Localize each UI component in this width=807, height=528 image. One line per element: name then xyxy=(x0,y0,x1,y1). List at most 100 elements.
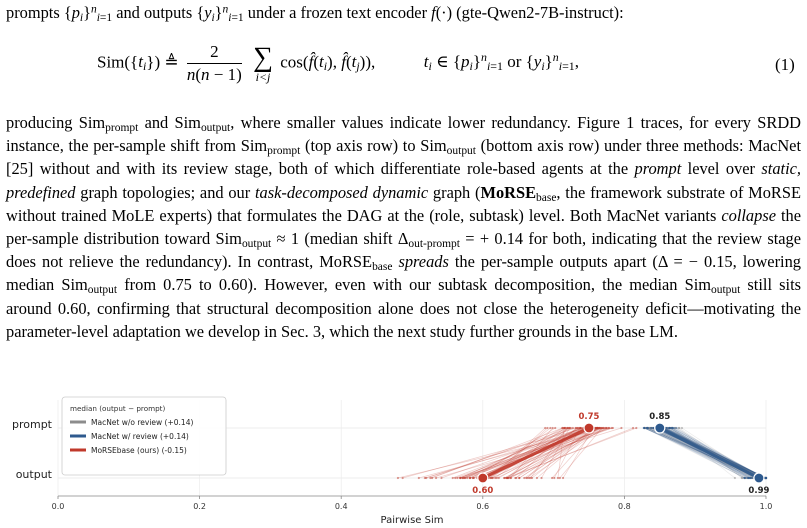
sample-point-output xyxy=(472,476,476,480)
sample-line xyxy=(524,427,600,479)
legend: median (output − prompt) MacNet w/o revi… xyxy=(61,396,227,476)
sample-line xyxy=(518,427,598,479)
equation-fraction: 2 n(n − 1) xyxy=(186,42,242,84)
sample-point-prompt xyxy=(568,426,571,430)
sample-point-output xyxy=(523,476,526,480)
sample-point-output xyxy=(551,476,554,480)
median-marker-prompt xyxy=(654,422,666,434)
sample-point-prompt xyxy=(646,426,649,430)
median-line xyxy=(482,426,590,480)
sample-line xyxy=(645,427,754,479)
median-annotation: 0.85 xyxy=(649,412,670,422)
sample-point-prompt xyxy=(562,426,566,430)
sample-point-prompt xyxy=(680,426,684,430)
x-tick-label: 0.2 xyxy=(193,502,206,511)
sample-line xyxy=(519,427,596,479)
sample-point-output xyxy=(451,476,454,480)
median-annotation: 0.60 xyxy=(472,486,493,496)
sample-line xyxy=(644,427,756,479)
sample-point-output xyxy=(741,476,744,480)
sample-point-prompt xyxy=(549,426,552,430)
sample-point-prompt xyxy=(595,426,599,430)
intro-line: prompts {pi}ni=1 and outputs {yi}ni=1 un… xyxy=(6,3,624,24)
sample-line xyxy=(531,427,597,479)
x-tick-label: 0.8 xyxy=(618,502,631,511)
sample-point-output xyxy=(528,476,531,480)
sample-point-prompt xyxy=(575,426,578,430)
sample-line xyxy=(541,427,570,479)
sample-point-output xyxy=(440,476,443,480)
sample-line xyxy=(510,427,598,479)
legend-label: MoRSEbase (ours) (-0.15) xyxy=(91,446,187,455)
sample-line xyxy=(424,427,592,479)
sample-point-output xyxy=(515,476,518,480)
sample-point-output xyxy=(509,476,513,480)
sample-line xyxy=(652,427,754,479)
sample-line xyxy=(668,427,764,479)
sample-line xyxy=(477,427,579,479)
sample-line xyxy=(657,427,747,479)
sample-point-prompt xyxy=(667,426,671,430)
sample-point-output xyxy=(396,476,400,480)
sample-line xyxy=(435,427,613,479)
sample-point-prompt xyxy=(675,426,678,430)
sample-point-output xyxy=(491,476,494,480)
x-tick-label: 1.0 xyxy=(760,502,773,511)
x-axis-label: Pairwise Sim xyxy=(381,515,444,526)
sample-line xyxy=(504,427,600,479)
row-label-output: output xyxy=(16,468,53,481)
sample-line xyxy=(647,427,745,479)
median-marker-output xyxy=(477,472,489,484)
sample-point-output xyxy=(530,476,534,480)
sample-line xyxy=(503,427,603,479)
sample-line xyxy=(402,427,586,479)
sample-line xyxy=(516,427,569,479)
sample-line xyxy=(672,427,761,479)
median-marker-prompt xyxy=(583,422,595,434)
sample-line xyxy=(508,427,608,479)
sample-line xyxy=(510,427,553,479)
sample-line xyxy=(671,427,766,479)
equation-sum: ∑ i<j xyxy=(253,41,273,84)
sample-line xyxy=(479,427,581,479)
sample-point-prompt xyxy=(643,426,646,430)
sample-point-output xyxy=(743,476,746,480)
sample-point-output xyxy=(505,476,508,480)
sample-point-prompt xyxy=(602,426,605,430)
sample-point-output xyxy=(556,476,560,480)
sample-line xyxy=(459,427,571,479)
x-tick-label: 0.0 xyxy=(52,502,65,511)
median-annotation: 0.75 xyxy=(579,412,600,422)
sample-line xyxy=(462,427,586,479)
sample-line xyxy=(490,427,609,479)
x-axis: 0.0 0.2 0.4 0.6 0.8 1.0 xyxy=(52,495,773,511)
sample-point-output xyxy=(733,476,737,480)
sample-line xyxy=(673,427,765,479)
equation-1: Sim({ti}) ≜ 2 n(n − 1) ∑ i<j cos(f̂(ti),… xyxy=(97,41,795,84)
sample-line xyxy=(515,427,599,479)
row-label-prompt: prompt xyxy=(12,418,53,431)
sample-point-output xyxy=(535,476,539,480)
x-tick-label: 0.6 xyxy=(476,502,489,511)
sample-line xyxy=(530,427,568,479)
legend-label: MacNet w/ review (+0.14) xyxy=(91,432,189,441)
sample-line xyxy=(470,427,563,479)
sample-line xyxy=(671,427,736,479)
sample-line xyxy=(651,427,756,479)
sample-point-output xyxy=(425,476,428,480)
sample-line xyxy=(507,427,634,479)
sample-line xyxy=(650,427,746,479)
sample-line xyxy=(665,427,767,479)
sample-line xyxy=(507,427,590,479)
sample-line xyxy=(559,427,603,479)
sample-line xyxy=(562,427,594,479)
sample-point-prompt xyxy=(652,426,655,430)
sample-line xyxy=(663,427,766,479)
sample-line xyxy=(664,427,764,479)
equation-number: (1) xyxy=(775,55,795,74)
x-tick-label: 0.4 xyxy=(335,502,348,511)
sample-line xyxy=(662,427,767,479)
sample-point-prompt xyxy=(578,426,581,430)
sample-point-prompt xyxy=(551,426,554,430)
sample-line xyxy=(479,427,582,479)
